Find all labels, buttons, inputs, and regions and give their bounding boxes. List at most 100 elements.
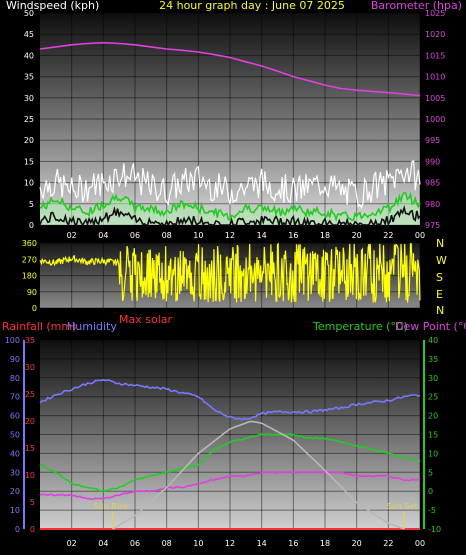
- sunset-label: Sun Set: [387, 502, 418, 511]
- humidity-tick-label: 30: [10, 468, 20, 477]
- barometer-tick-label: 1020: [425, 30, 445, 39]
- temperature-tick-label: 0: [428, 487, 433, 496]
- barometer-tick-label: 980: [425, 200, 440, 209]
- dew-point-c-line: [39, 470, 421, 501]
- wind-left-tick-label: 30: [24, 94, 34, 103]
- sunrise-label: Sun Rise: [94, 502, 129, 511]
- temperature-x-tick-label: 02: [67, 539, 77, 548]
- wind-lull-line: [39, 204, 421, 229]
- wind-x-tick-label: 22: [383, 231, 393, 240]
- humidity-tick-label: 40: [10, 449, 20, 458]
- temperature-x-tick-label: 08: [162, 539, 172, 548]
- temperature-tick-label: 35: [428, 355, 438, 364]
- humidity-tick-label: 20: [10, 487, 20, 496]
- wind-series: [39, 41, 421, 229]
- temperature-x-tick-label: 10: [193, 539, 203, 548]
- temperature-x-tick-label: 16: [288, 539, 298, 548]
- barometer-tick-label: 1025: [425, 9, 445, 18]
- direction-tick-label: 360: [22, 239, 37, 248]
- temperature-tick-label: 20: [428, 412, 438, 421]
- rainfall-tick-label: 30: [25, 363, 35, 372]
- temperature-x-tick-label: 00: [415, 539, 425, 548]
- temperature-c-line: [39, 433, 421, 492]
- barometer-tick-label: 1005: [425, 94, 445, 103]
- compass-label: S: [436, 271, 443, 284]
- wind-left-tick-label: 15: [24, 157, 34, 166]
- wind-x-tick-label: 16: [288, 231, 298, 240]
- rainfall-tick-label: 10: [25, 471, 35, 480]
- temperature-ticks: -10 -5 0 5 10 15 20 25 30 35 40: [423, 336, 441, 534]
- temperature-tick-label: 25: [428, 393, 438, 402]
- direction-left-ticks: 0 90 180 270 360: [22, 239, 37, 313]
- rainfall-tick-label: 25: [25, 390, 35, 399]
- humidity-ticks: 0 10 20 30 40 50 60 70 80 90 100: [5, 336, 25, 534]
- direction-series: [39, 242, 421, 303]
- humidity-title: Humidity: [67, 320, 117, 333]
- direction-tick-label: 270: [22, 255, 37, 264]
- temperature-tick-label: -10: [428, 525, 441, 534]
- temperature-x-tick-label: 04: [98, 539, 108, 548]
- temperature-x-tick-label: 20: [352, 539, 362, 548]
- rainfall-tick-label: 0: [30, 525, 35, 534]
- wind-x-tick-label: 14: [257, 231, 267, 240]
- temperature-tick-label: -5: [428, 506, 436, 515]
- wind-x-tick-label: 10: [193, 231, 203, 240]
- rainfall-ticks: 0 5 10 15 20 25 30 35: [25, 336, 35, 534]
- chart-title: 24 hour graph day : June 07 2025: [159, 0, 345, 12]
- header: Windspeed (kph) 24 hour graph day : June…: [6, 0, 462, 12]
- humidity-tick-label: 80: [10, 374, 20, 383]
- wind-left-tick-label: 35: [24, 73, 34, 82]
- rainfall-tick-label: 15: [25, 444, 35, 453]
- temperature-x-tick-label: 14: [257, 539, 267, 548]
- wind-left-tick-label: 40: [24, 51, 34, 60]
- temperature-tick-label: 40: [428, 336, 438, 345]
- temperature-x-tick-label: 22: [383, 539, 393, 548]
- rainfall-tick-label: 20: [25, 417, 35, 426]
- humidity-tick-label: 60: [10, 412, 20, 421]
- humidity-tick-label: 10: [10, 506, 20, 515]
- compass-label: E: [436, 288, 443, 301]
- wind-plot-background: [40, 13, 420, 225]
- humidity-tick-label: 70: [10, 393, 20, 402]
- dewpoint-title: Dew Point (°C): [395, 320, 466, 333]
- temperature-x-tick-label: 06: [130, 539, 140, 548]
- humidity-tick-label: 50: [10, 431, 20, 440]
- wind-left-tick-label: 45: [24, 30, 34, 39]
- wind-gust-line: [39, 160, 421, 210]
- wind-x-tick-label: 20: [352, 231, 362, 240]
- wind-left-tick-label: 10: [24, 179, 34, 188]
- temperature-panel: Rainfall (mm) Humidity Max solar Tempera…: [2, 313, 466, 548]
- temperature-series: [39, 378, 421, 530]
- temperature-grid: [40, 339, 421, 530]
- barometer-tick-label: 1015: [425, 51, 445, 60]
- wind-left-tick-label: 25: [24, 115, 34, 124]
- temperature-tick-label: 5: [428, 468, 433, 477]
- max-solar-title: Max solar: [119, 313, 172, 326]
- temperature-x-tick-label: 12: [225, 539, 235, 548]
- max-solar-line: [112, 420, 405, 530]
- wind-x-tick-label: 04: [98, 231, 108, 240]
- direction-trace: [39, 242, 421, 303]
- humidity-tick-label: 90: [10, 355, 20, 364]
- direction-tick-label: 180: [22, 272, 37, 281]
- temperature-x-tick-label: 18: [320, 539, 330, 548]
- compass-label: N: [436, 237, 444, 250]
- barometer-tick-label: 1000: [425, 115, 445, 124]
- windspeed-title: Windspeed (kph): [6, 0, 99, 12]
- wind-x-tick-label: 08: [162, 231, 172, 240]
- barometer-line: [39, 41, 421, 97]
- wind-x-tick-label: 06: [130, 231, 140, 240]
- rainfall-tick-label: 35: [25, 336, 35, 345]
- barometer-tick-label: 990: [425, 157, 440, 166]
- sun-markers: Sun Rise Sun Set: [94, 502, 418, 529]
- barometer-title: Barometer (hpa): [371, 0, 462, 12]
- humidity-tick-label: 100: [5, 336, 20, 345]
- temperature-plot-background: [40, 340, 420, 529]
- humidity-line: [39, 378, 421, 421]
- temperature-tick-label: 30: [428, 374, 438, 383]
- humidity-tick-label: 0: [15, 525, 20, 534]
- barometer-tick-label: 995: [425, 136, 440, 145]
- wind-left-tick-label: 20: [24, 136, 34, 145]
